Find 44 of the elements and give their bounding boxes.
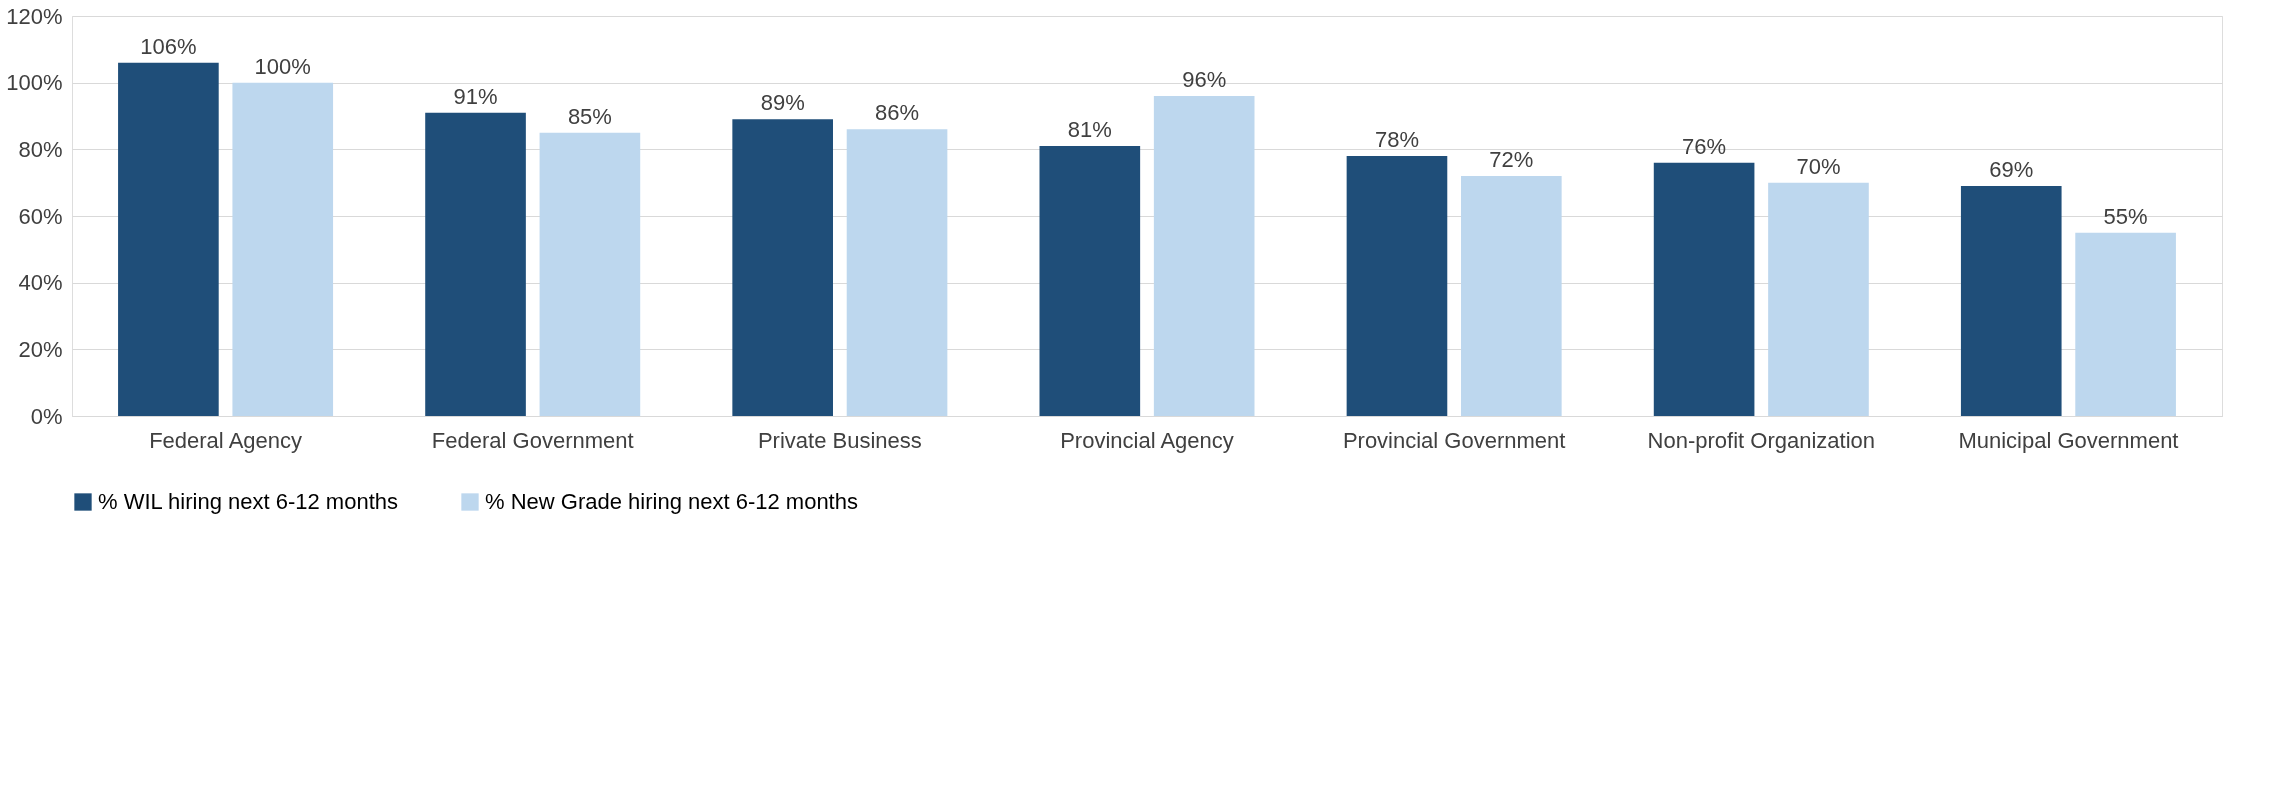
data-label: 69% [1989, 157, 2034, 182]
data-label: 86% [875, 100, 920, 126]
y-tick-label: 0% [30, 403, 63, 429]
bar [232, 82, 334, 416]
x-tick-label: Federal Government [431, 427, 634, 453]
bar [732, 119, 833, 416]
bar [1461, 176, 1562, 416]
data-label: 78% [1374, 127, 1419, 152]
x-tick-label: Provincial Government [1342, 427, 1566, 453]
y-tick-label: 80% [18, 136, 63, 162]
x-tick-label: Private Business [757, 427, 922, 453]
y-tick-label: 60% [18, 203, 63, 229]
bar [1768, 182, 1869, 416]
bar [1346, 156, 1448, 416]
data-label: 96% [1182, 67, 1227, 92]
x-tick-label: Non-profit Organization [1647, 427, 1876, 453]
bar [1653, 162, 1755, 416]
bar [846, 129, 948, 416]
y-tick-label: 100% [6, 70, 63, 96]
y-tick-label: 20% [18, 336, 63, 362]
data-label: 70% [1796, 153, 1841, 179]
data-label: 81% [1067, 117, 1112, 142]
y-tick-label: 40% [18, 270, 63, 296]
data-label: 89% [760, 90, 805, 116]
x-tick-label: Provincial Agency [1060, 427, 1234, 453]
legend-label: % WIL hiring next 6-12 months [98, 489, 398, 514]
data-label: 55% [2103, 203, 2148, 229]
bar [1960, 186, 2062, 416]
y-tick-label: 120% [6, 3, 63, 29]
data-label: 76% [1682, 133, 1727, 159]
bar [539, 132, 641, 416]
bar [1039, 146, 1141, 416]
data-label: 106% [140, 33, 197, 59]
bar [425, 112, 526, 416]
bar [1153, 96, 1255, 416]
data-label: 72% [1489, 147, 1534, 172]
x-tick-label: Federal Agency [149, 427, 303, 453]
data-label: 91% [453, 83, 498, 109]
bar [2075, 232, 2176, 416]
legend-label: % New Grade hiring next 6-12 months [485, 489, 858, 514]
data-label: 100% [254, 53, 311, 79]
x-tick-label: Municipal Government [1958, 427, 2179, 453]
bar [118, 62, 219, 416]
data-label: 85% [567, 103, 612, 129]
